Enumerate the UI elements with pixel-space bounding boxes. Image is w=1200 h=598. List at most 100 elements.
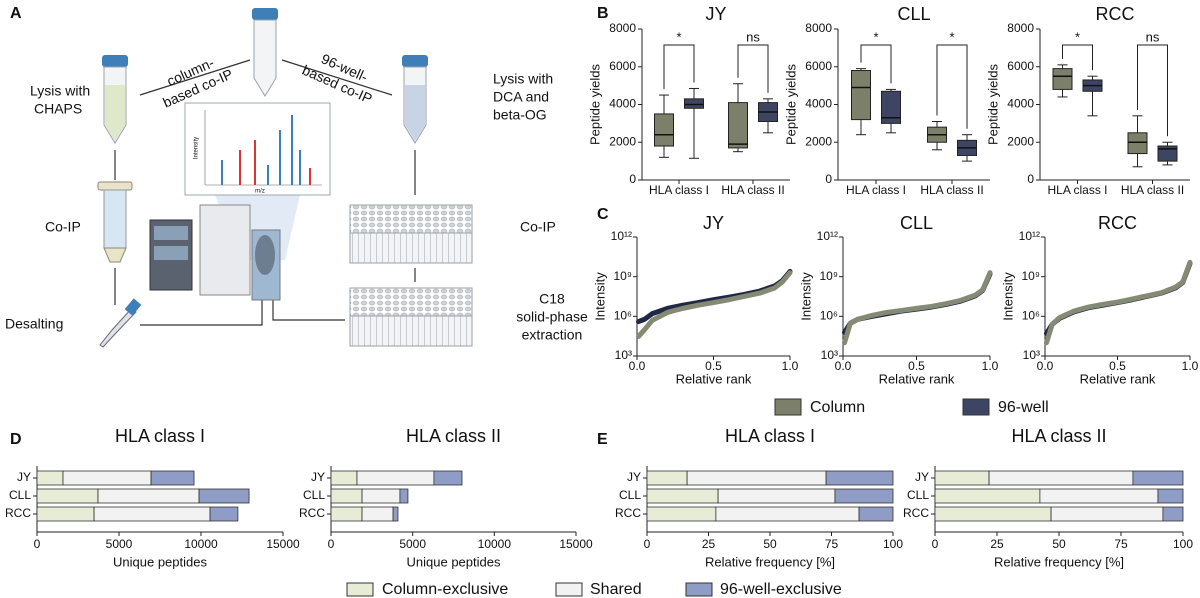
y-tick-label: 10¹² — [1019, 229, 1040, 243]
x-tick-label: 1.0 — [982, 359, 999, 373]
y-tick-label: 10⁶ — [820, 309, 838, 323]
x-tick-label: HLA class II — [920, 183, 983, 197]
box — [881, 90, 901, 124]
series-line — [1043, 259, 1193, 346]
y-tick-label: 10⁹ — [820, 269, 839, 283]
bar-segment — [361, 506, 394, 522]
chart-title: CLL — [897, 4, 930, 24]
x-tick-label: 0 — [34, 537, 41, 551]
y-tick-label: 6000 — [609, 59, 636, 73]
bar-segment — [646, 506, 717, 522]
y-tick-label: 10¹² — [817, 229, 838, 243]
x-tick-label: 0.5 — [908, 359, 925, 373]
series-line — [841, 271, 993, 335]
bar-segment — [858, 506, 894, 522]
y-tick-label: RCC — [903, 506, 929, 520]
bar-segment — [36, 506, 95, 522]
tube — [402, 55, 428, 144]
box — [851, 70, 871, 121]
x-tick-label: 0 — [932, 537, 939, 551]
y-tick-label: 6000 — [805, 59, 832, 73]
box — [728, 102, 748, 149]
significance-label: ns — [1146, 29, 1160, 44]
y-axis-label: Intensity — [798, 272, 813, 321]
bar-segment — [36, 488, 99, 504]
legend-swatch — [346, 582, 374, 597]
y-tick-label: 8000 — [1007, 21, 1034, 35]
chart-title: CLL — [900, 213, 933, 233]
panel-label: E — [597, 431, 608, 448]
y-tick-label: 4000 — [805, 97, 832, 111]
pipette — [99, 298, 142, 348]
y-tick-label: CLL — [303, 488, 325, 502]
step-label: CHAPS — [34, 101, 82, 117]
x-axis-label: Relative frequency [%] — [994, 554, 1124, 569]
box — [1052, 68, 1073, 90]
x-axis-label: Unique peptides — [113, 554, 207, 569]
x-tick-label: 100 — [883, 537, 903, 551]
significance-label: * — [676, 29, 681, 44]
y-tick-label: 10⁹ — [1022, 269, 1041, 283]
x-tick-label: 0.0 — [629, 359, 646, 373]
significance-label: * — [1075, 29, 1080, 44]
legend-label: Column — [810, 399, 865, 416]
x-axis-label: Relative frequency [%] — [705, 554, 835, 569]
x-axis-label: Relative rank — [1080, 371, 1156, 386]
bar-segment — [97, 488, 200, 504]
y-tick-label: 10⁶ — [1022, 309, 1040, 323]
step-label: solid-phase — [516, 309, 588, 325]
lc-ms-instrument — [149, 204, 281, 301]
significance-bracket — [860, 44, 892, 84]
step-label: C18 — [539, 291, 565, 307]
step-label: extraction — [522, 327, 583, 343]
x-tick-label: 0 — [644, 537, 651, 551]
box — [1127, 132, 1148, 155]
step-label: Desalting — [5, 316, 63, 332]
step-label: beta-OG — [493, 107, 547, 123]
x-tick-label: HLA class I — [649, 183, 709, 197]
box — [654, 113, 674, 147]
bar-segment — [934, 488, 1041, 504]
bar-segment — [330, 506, 363, 522]
bar-segment — [825, 470, 894, 486]
x-tick-label: HLA class I — [1047, 183, 1107, 197]
legend-label: 96-well-exclusive — [720, 581, 842, 598]
bar-segment — [36, 470, 64, 486]
box — [1157, 145, 1178, 162]
y-axis-label: Intensity — [592, 272, 607, 321]
bar-segment — [646, 470, 688, 486]
significance-label: * — [949, 29, 954, 44]
bar-segment — [934, 506, 1052, 522]
y-tick-label: 2000 — [1007, 134, 1034, 148]
x-tick-label: 75 — [1114, 537, 1128, 551]
bar-segment — [198, 488, 250, 504]
x-tick-label: 0.0 — [835, 359, 852, 373]
well-plate — [349, 287, 473, 347]
bar-segment — [399, 488, 409, 504]
x-axis-label: Relative rank — [879, 371, 955, 386]
significance-bracket — [936, 44, 968, 129]
chart-title: HLA class II — [1011, 426, 1106, 446]
x-tick-label: 1.0 — [1182, 359, 1199, 373]
bar-segment — [646, 488, 719, 504]
bar-segment — [1132, 470, 1184, 486]
x-tick-label: 25 — [702, 537, 716, 551]
x-tick-label: 0 — [328, 537, 335, 551]
bar-segment — [1050, 506, 1164, 522]
x-tick-label: 50 — [763, 537, 777, 551]
y-tick-label: CLL — [619, 488, 641, 502]
bar-segment — [1162, 506, 1184, 522]
y-tick-label: 4000 — [1007, 97, 1034, 111]
x-tick-label: 5000 — [106, 537, 133, 551]
y-tick-label: 10¹² — [611, 229, 632, 243]
y-tick-label: 10³ — [1023, 348, 1040, 362]
x-axis-label: Unique peptides — [407, 554, 501, 569]
significance-label: * — [873, 29, 878, 44]
tube — [102, 55, 128, 144]
y-tick-label: 10⁹ — [614, 269, 633, 283]
y-tick-label: 0 — [1027, 172, 1034, 186]
chart-title: JY — [705, 4, 726, 24]
y-tick-label: CLL — [907, 488, 929, 502]
x-tick-label: 10000 — [478, 537, 512, 551]
bar-segment — [1157, 488, 1184, 504]
